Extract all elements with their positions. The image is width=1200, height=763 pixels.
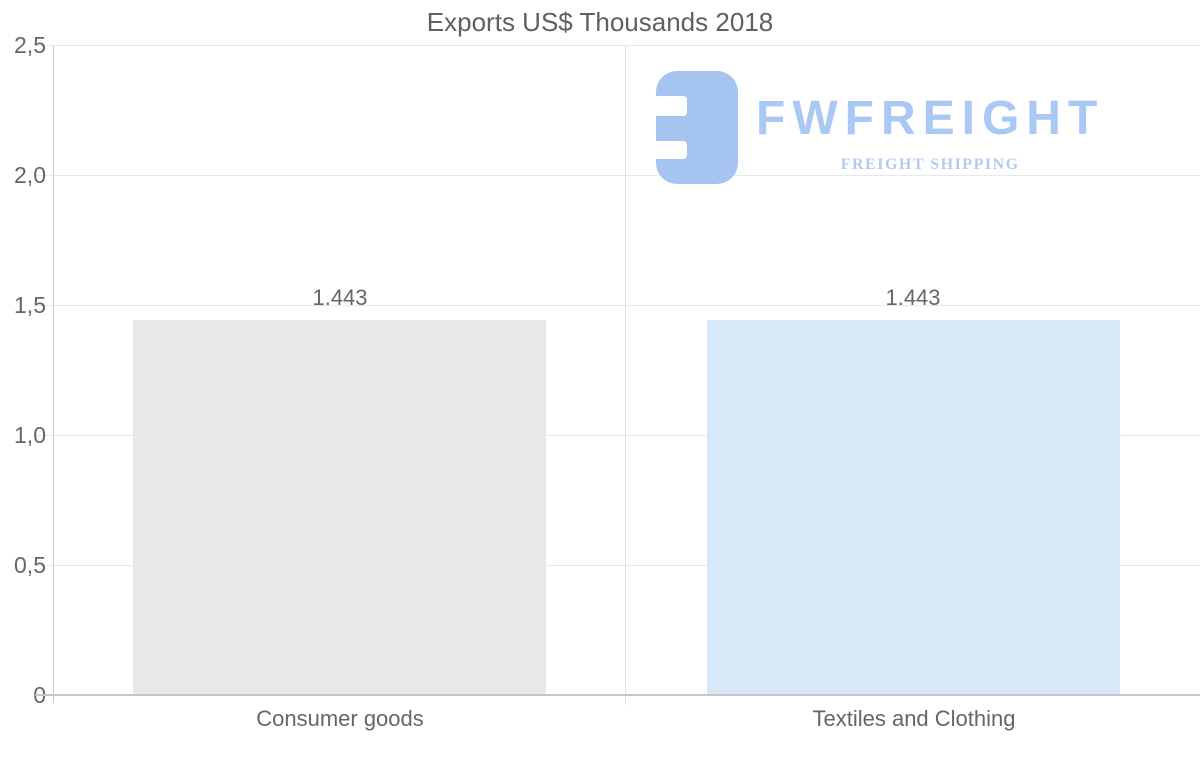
bar-value-label: 1.443 [885,285,941,310]
y-tick-label: 2,5 [14,32,46,58]
gridline [35,305,1200,306]
gridline [35,175,1200,176]
category-divider-gridline [625,45,626,705]
gridline [35,565,1200,566]
y-tick-label: 2,0 [14,162,46,188]
chart-title: Exports US$ Thousands 2018 [426,7,774,37]
bar-value-label: 1.443 [312,285,368,310]
bar-textiles-and-clothing [707,320,1120,694]
fwfreight-watermark: FWFREIGHT FREIGHT SHIPPING [656,71,1104,184]
y-tick-label: 1,0 [14,422,46,448]
y-axis-line [53,45,54,703]
gridline [35,45,1200,46]
x-axis-line [35,694,1200,696]
watermark-tagline: FREIGHT SHIPPING [840,156,1020,173]
watermark-wordmark: FWFREIGHT [756,92,1105,145]
category-label: Textiles and Clothing [812,706,1016,731]
bar-consumer-goods [133,320,546,694]
fwfreight-logo-icon [656,71,738,184]
watermark-text-block: FWFREIGHT FREIGHT SHIPPING [756,71,1104,174]
y-tick-label: 0,5 [14,552,46,578]
gridline [35,435,1200,436]
category-label: Consumer goods [256,706,424,731]
y-tick-label: 1,5 [14,292,46,318]
